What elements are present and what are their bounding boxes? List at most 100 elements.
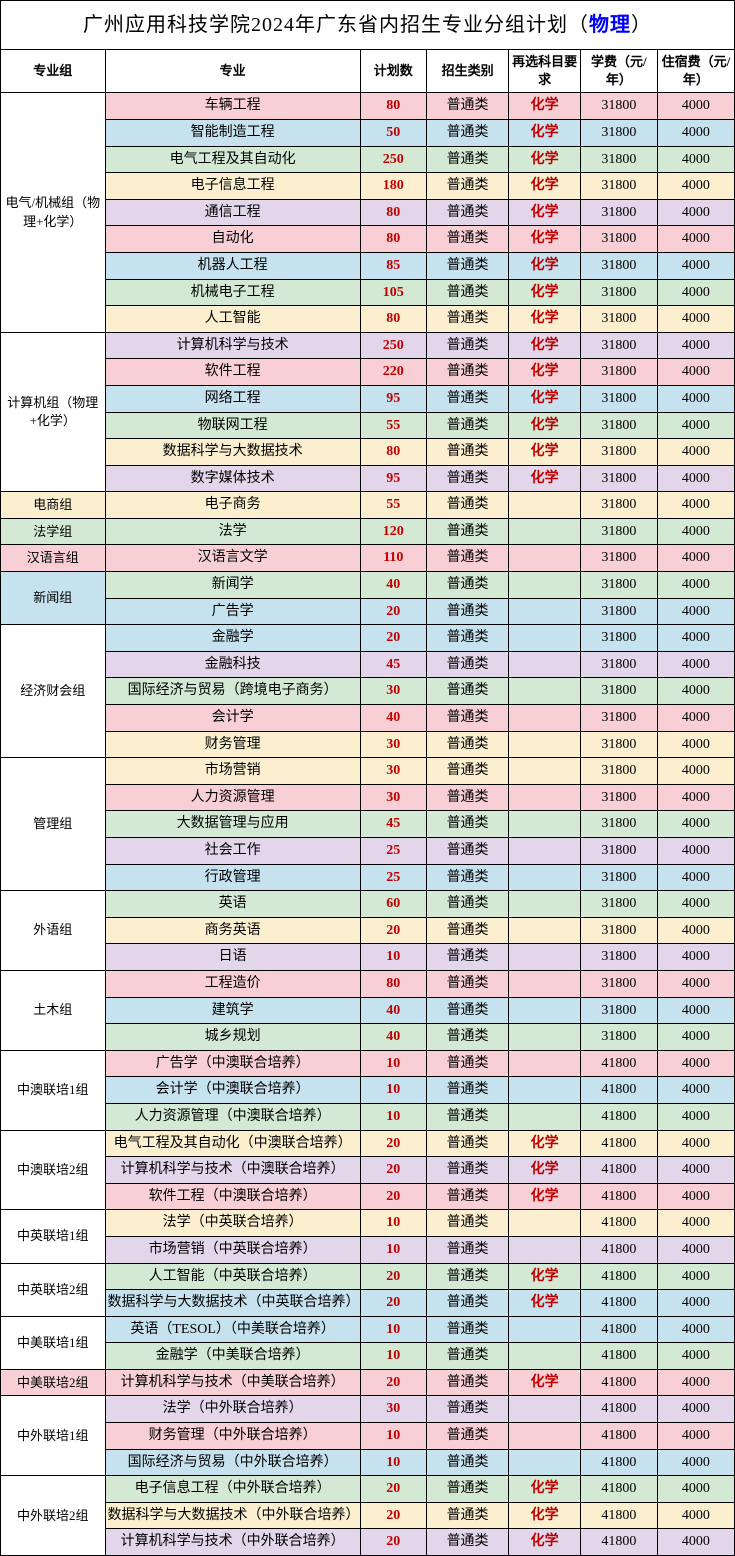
subject-cell: 化学	[509, 173, 581, 200]
plan-cell: 10	[360, 1103, 426, 1130]
subject-cell	[509, 970, 581, 997]
category-cell: 普通类	[426, 811, 509, 838]
plan-cell: 95	[360, 465, 426, 492]
subject-cell	[509, 758, 581, 785]
subject-cell	[509, 492, 581, 519]
plan-cell: 40	[360, 1024, 426, 1051]
major-cell: 人力资源管理	[105, 784, 360, 811]
table-row: 人力资源管理（中澳联合培养）10普通类418004000	[1, 1103, 735, 1130]
group-cell: 中外联培2组	[1, 1476, 106, 1556]
dorm-cell: 4000	[657, 784, 734, 811]
category-cell: 普通类	[426, 572, 509, 599]
tuition-cell: 31800	[580, 518, 657, 545]
major-cell: 法学（中英联合培养）	[105, 1210, 360, 1237]
major-cell: 会计学（中澳联合培养）	[105, 1077, 360, 1104]
tuition-cell: 31800	[580, 997, 657, 1024]
dorm-cell: 4000	[657, 1183, 734, 1210]
dorm-cell: 4000	[657, 731, 734, 758]
subject-cell: 化学	[509, 465, 581, 492]
plan-cell: 55	[360, 492, 426, 519]
category-cell: 普通类	[426, 199, 509, 226]
header-category: 招生类别	[426, 50, 509, 93]
table-row: 中美联培1组英语（TESOL）（中美联合培养）10普通类418004000	[1, 1316, 735, 1343]
plan-cell: 80	[360, 970, 426, 997]
category-cell: 普通类	[426, 838, 509, 865]
table-row: 人力资源管理30普通类318004000	[1, 784, 735, 811]
dorm-cell: 4000	[657, 970, 734, 997]
tuition-cell: 31800	[580, 93, 657, 120]
group-cell: 法学组	[1, 518, 106, 545]
major-cell: 数据科学与大数据技术	[105, 439, 360, 466]
tuition-cell: 41800	[580, 1236, 657, 1263]
table-row: 中外联培1组法学（中外联合培养）30普通类418004000	[1, 1396, 735, 1423]
major-cell: 数据科学与大数据技术（中外联合培养）	[105, 1502, 360, 1529]
table-row: 行政管理25普通类318004000	[1, 864, 735, 891]
plan-cell: 250	[360, 146, 426, 173]
header-tuition: 学费（元/年）	[580, 50, 657, 93]
subject-cell	[509, 997, 581, 1024]
category-cell: 普通类	[426, 1024, 509, 1051]
group-cell: 中英联培2组	[1, 1263, 106, 1316]
major-cell: 电子商务	[105, 492, 360, 519]
header-major: 专业	[105, 50, 360, 93]
table-row: 数据科学与大数据技术（中英联合培养）20普通类化学418004000	[1, 1290, 735, 1317]
subject-cell: 化学	[509, 332, 581, 359]
tuition-cell: 31800	[580, 226, 657, 253]
category-cell: 普通类	[426, 492, 509, 519]
category-cell: 普通类	[426, 359, 509, 386]
tuition-cell: 31800	[580, 119, 657, 146]
group-cell: 管理组	[1, 758, 106, 891]
group-cell: 经济财会组	[1, 625, 106, 758]
plan-cell: 45	[360, 651, 426, 678]
plan-cell: 30	[360, 784, 426, 811]
plan-cell: 10	[360, 1343, 426, 1370]
table-row: 机械电子工程105普通类化学318004000	[1, 279, 735, 306]
major-cell: 机器人工程	[105, 252, 360, 279]
group-cell: 中美联培1组	[1, 1316, 106, 1369]
plan-cell: 180	[360, 173, 426, 200]
plan-cell: 25	[360, 838, 426, 865]
subject-cell	[509, 864, 581, 891]
dorm-cell: 4000	[657, 306, 734, 333]
category-cell: 普通类	[426, 1130, 509, 1157]
category-cell: 普通类	[426, 891, 509, 918]
dorm-cell: 4000	[657, 332, 734, 359]
category-cell: 普通类	[426, 1396, 509, 1423]
tuition-cell: 41800	[580, 1396, 657, 1423]
subject-cell	[509, 1236, 581, 1263]
tuition-cell: 31800	[580, 891, 657, 918]
plan-cell: 105	[360, 279, 426, 306]
category-cell: 普通类	[426, 1210, 509, 1237]
dorm-cell: 4000	[657, 279, 734, 306]
plan-cell: 20	[360, 1263, 426, 1290]
plan-cell: 25	[360, 864, 426, 891]
dorm-cell: 4000	[657, 226, 734, 253]
category-cell: 普通类	[426, 1157, 509, 1184]
group-cell: 汉语言组	[1, 545, 106, 572]
header-plan: 计划数	[360, 50, 426, 93]
category-cell: 普通类	[426, 1290, 509, 1317]
title-prefix: 广州应用科技学院2024年广东省内招生专业分组计划（	[83, 14, 589, 36]
subject-cell: 化学	[509, 412, 581, 439]
table-row: 日语10普通类318004000	[1, 944, 735, 971]
category-cell: 普通类	[426, 545, 509, 572]
table-row: 数据科学与大数据技术（中外联合培养）20普通类化学418004000	[1, 1502, 735, 1529]
dorm-cell: 4000	[657, 1130, 734, 1157]
subject-cell	[509, 784, 581, 811]
group-cell: 电商组	[1, 492, 106, 519]
dorm-cell: 4000	[657, 1502, 734, 1529]
subject-cell: 化学	[509, 1502, 581, 1529]
group-cell: 土木组	[1, 970, 106, 1050]
dorm-cell: 4000	[657, 252, 734, 279]
major-cell: 计算机科学与技术	[105, 332, 360, 359]
plan-cell: 30	[360, 1396, 426, 1423]
subject-cell: 化学	[509, 439, 581, 466]
table-row: 会计学（中澳联合培养）10普通类418004000	[1, 1077, 735, 1104]
header-subject: 再选科目要求	[509, 50, 581, 93]
major-cell: 汉语言文学	[105, 545, 360, 572]
category-cell: 普通类	[426, 625, 509, 652]
dorm-cell: 4000	[657, 1529, 734, 1556]
category-cell: 普通类	[426, 439, 509, 466]
table-row: 数据科学与大数据技术80普通类化学318004000	[1, 439, 735, 466]
plan-cell: 20	[360, 598, 426, 625]
